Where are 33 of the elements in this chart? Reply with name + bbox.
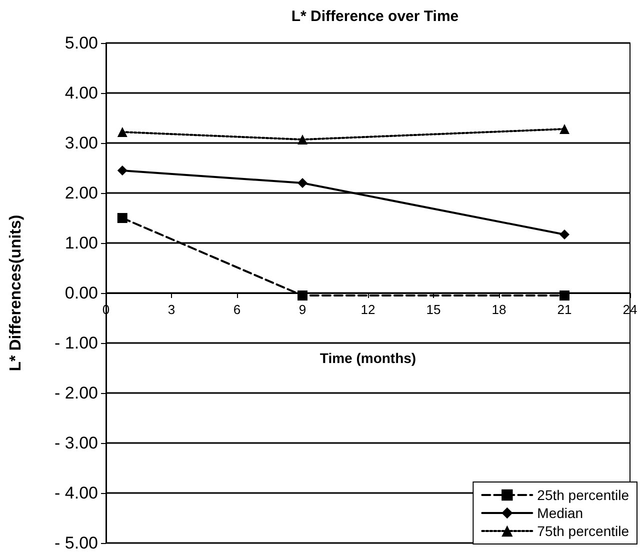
- point: [298, 134, 308, 144]
- point: [117, 213, 128, 223]
- y-tick-label: - 4.00: [54, 484, 98, 502]
- point: [117, 166, 128, 176]
- x-tick-label: 21: [557, 302, 572, 317]
- y-tick-label: 1.00: [64, 234, 98, 252]
- y-tick-label: 0.00: [64, 284, 98, 302]
- x-tick-label: 6: [233, 302, 241, 317]
- chart-title: L* Difference over Time: [291, 8, 459, 25]
- y-tick-label: - 5.00: [54, 534, 98, 552]
- legend-label: 75th percentile: [537, 523, 630, 539]
- point: [298, 290, 308, 300]
- x-tick-label: 18: [492, 302, 506, 317]
- legend-label: 25th percentile: [537, 487, 630, 503]
- y-tick-label: 2.00: [64, 184, 98, 202]
- point: [560, 124, 570, 134]
- x-axis-title: Time (months): [320, 350, 416, 366]
- y-tick-label: 4.00: [64, 84, 98, 102]
- point: [560, 230, 570, 240]
- y-tick-label: - 2.00: [54, 384, 98, 402]
- point: [560, 290, 570, 300]
- x-tick-label: 3: [168, 302, 176, 317]
- point: [117, 127, 128, 137]
- x-tick-label: 9: [298, 302, 306, 317]
- y-tick-label: 5.00: [64, 34, 98, 52]
- y-tick-label: - 1.00: [54, 334, 98, 352]
- x-tick-label: 15: [426, 302, 441, 317]
- y-tick-label: 3.00: [64, 134, 98, 152]
- y-axis-title: L* Differences(units): [8, 214, 24, 372]
- y-tick-label: - 3.00: [54, 434, 98, 452]
- point: [298, 178, 308, 188]
- legend-label: Median: [537, 505, 584, 521]
- x-tick-label: 12: [360, 302, 376, 317]
